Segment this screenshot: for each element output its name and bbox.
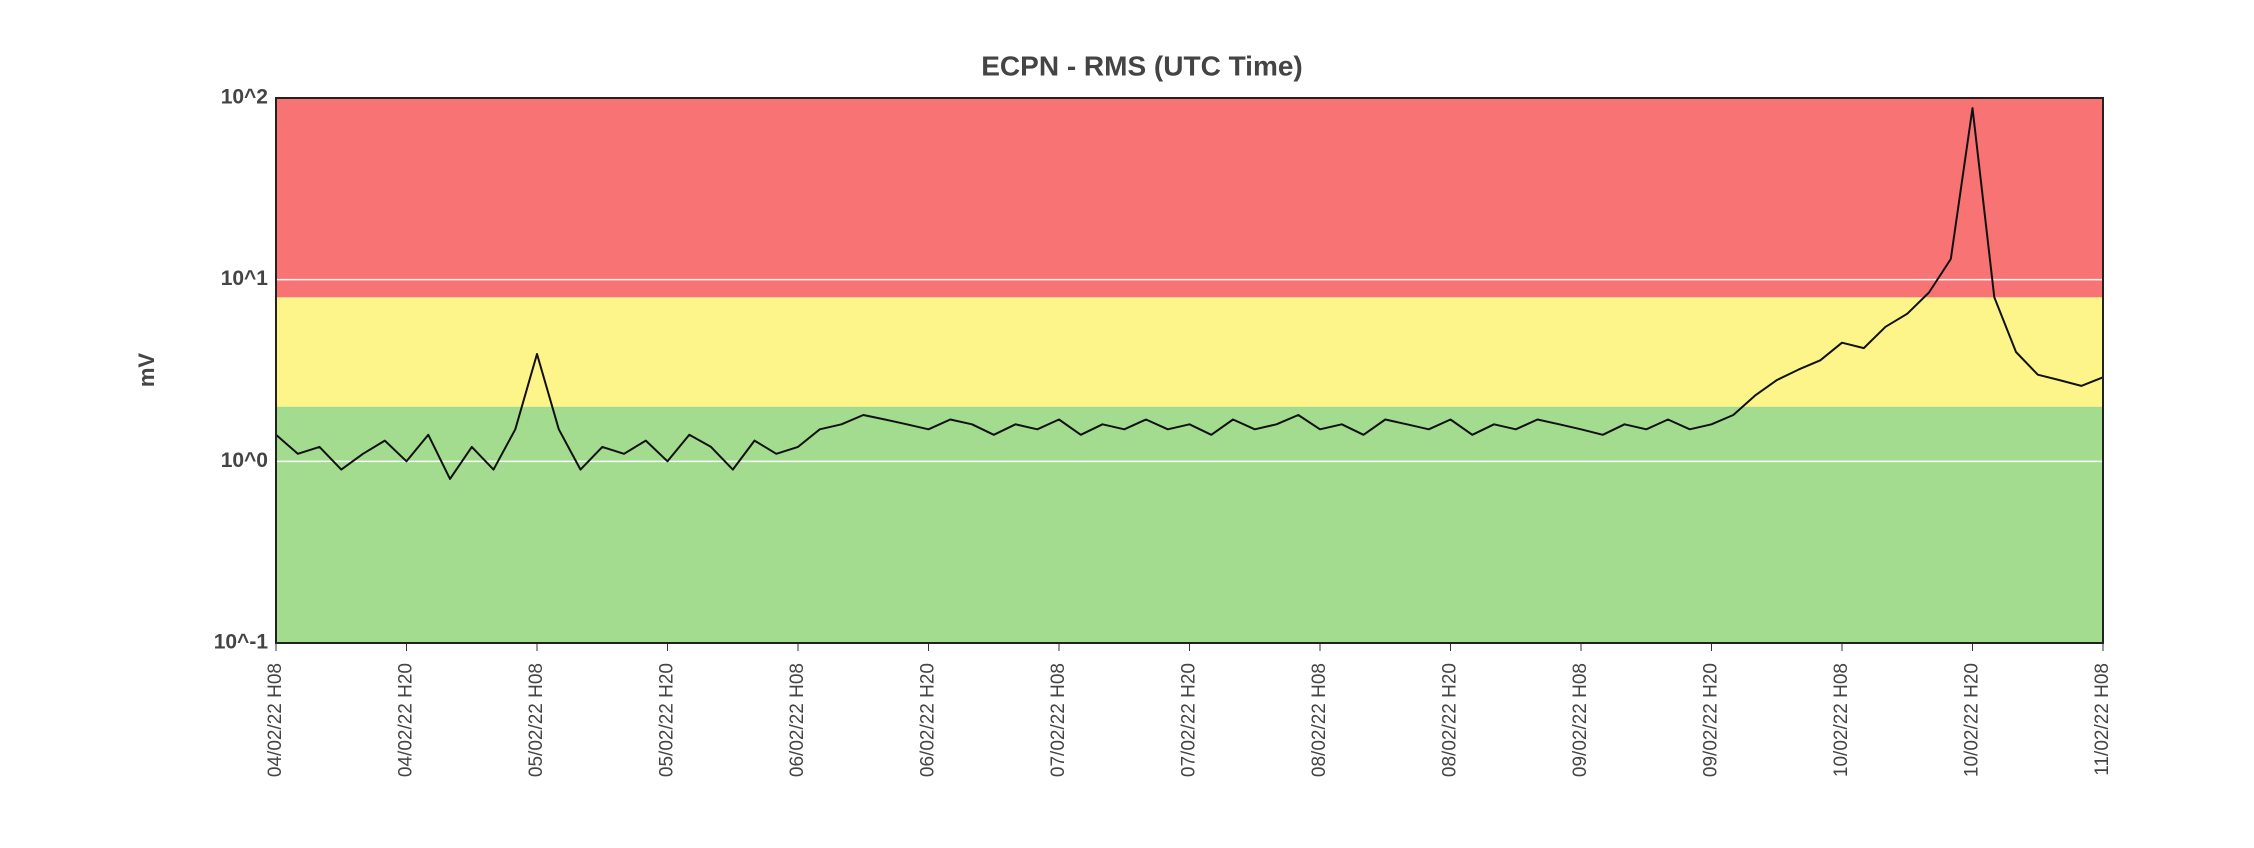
x-tick-label: 05/02/22 H20 <box>657 663 678 777</box>
y-axis-label: mV <box>134 353 159 388</box>
x-tick-label: 10/02/22 H08 <box>1831 663 1852 777</box>
threshold-band <box>276 297 2103 407</box>
x-tick-label: 09/02/22 H20 <box>1701 663 1722 777</box>
x-tick-label: 07/02/22 H20 <box>1179 663 1200 777</box>
x-tick-label: 07/02/22 H08 <box>1048 663 1069 777</box>
x-tick-label: 05/02/22 H08 <box>526 663 547 777</box>
threshold-band <box>276 406 2103 643</box>
data-line <box>275 107 2104 480</box>
chart-title: ECPN - RMS (UTC Time) <box>981 50 1303 81</box>
x-tick-label: 09/02/22 H08 <box>1570 663 1591 777</box>
y-tick-label: 10^-1 <box>214 631 269 654</box>
y-tick-label: 10^1 <box>221 267 269 290</box>
x-tick-label: 08/02/22 H08 <box>1309 663 1330 777</box>
x-tick-label: 10/02/22 H20 <box>1962 663 1983 777</box>
x-tick-label: 08/02/22 H20 <box>1440 663 1461 777</box>
plot-frame <box>275 97 2104 644</box>
y-tick-label: 10^0 <box>221 449 268 472</box>
x-tick-label: 04/02/22 H08 <box>265 663 286 777</box>
x-tick-label: 04/02/22 H20 <box>396 663 417 777</box>
threshold-band <box>276 98 2103 298</box>
x-tick-label: 06/02/22 H08 <box>787 663 808 777</box>
x-tick-label: 06/02/22 H20 <box>918 663 939 777</box>
x-tick-label: 11/02/22 H08 <box>2092 663 2113 776</box>
y-tick-label: 10^2 <box>221 86 268 109</box>
